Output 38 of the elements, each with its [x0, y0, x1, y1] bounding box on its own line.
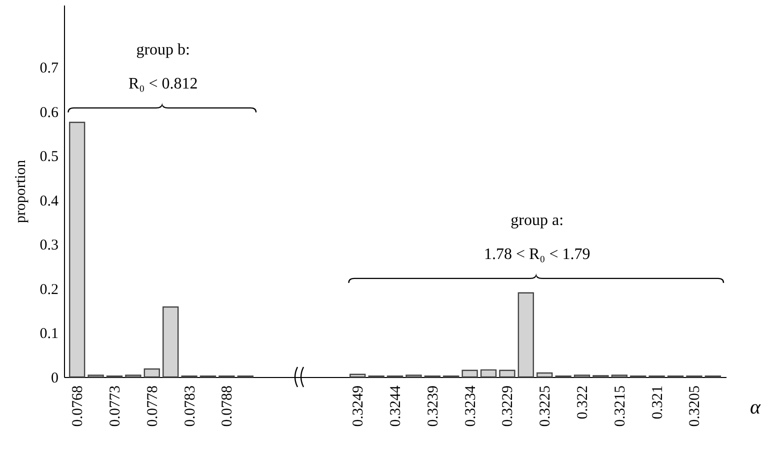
x-tick-label: 0.3215: [612, 386, 628, 427]
x-tick-label: 0.3234: [462, 385, 479, 427]
bar: [462, 370, 478, 378]
y-tick-label: 0.3: [40, 238, 58, 254]
x-tick-label: 0.321: [650, 386, 666, 420]
bar: [350, 374, 366, 378]
annotation: R₀ < 0.812: [128, 75, 198, 92]
bar: [536, 372, 553, 378]
x-tick-label: 0.3244: [388, 385, 404, 427]
y-tick-label: 0.6: [40, 104, 59, 121]
annotation: group a:: [510, 212, 564, 229]
x-tick-label: 0.0788: [220, 386, 236, 427]
annotation: group b:: [136, 41, 190, 58]
y-tick-label: 0: [51, 370, 58, 386]
bar: [69, 122, 86, 378]
bar: [518, 292, 534, 378]
x-tick-label: 0.3249: [350, 386, 367, 427]
bar: [144, 368, 160, 378]
x-tick-label: 0.3225: [538, 386, 554, 427]
x-axis-title: α: [750, 396, 761, 418]
y-tick-label: 0.1: [40, 326, 58, 342]
bar: [162, 306, 179, 378]
x-tick-label: 0.0773: [107, 386, 124, 427]
y-tick-label: 0.4: [40, 193, 59, 210]
x-tick-label: 0.3239: [425, 386, 442, 427]
y-tick-label: 0.7: [40, 60, 59, 76]
x-tick-label: 0.3205: [687, 386, 704, 427]
x-tick-label: 0.322: [575, 386, 592, 420]
y-tick-label: 0.2: [40, 282, 58, 298]
x-tick-label: 0.0778: [144, 386, 161, 427]
y-tick-label: 0.5: [40, 149, 58, 166]
annotation: 1.78 < R₀ < 1.79: [484, 246, 590, 263]
x-tick-label: 0.3229: [500, 386, 516, 427]
x-tick-label: 0.0768: [70, 386, 86, 427]
bar: [480, 369, 497, 378]
x-tick-label: 0.0783: [182, 386, 198, 427]
y-axis-title: proportion: [12, 159, 29, 224]
bar: [499, 370, 516, 378]
